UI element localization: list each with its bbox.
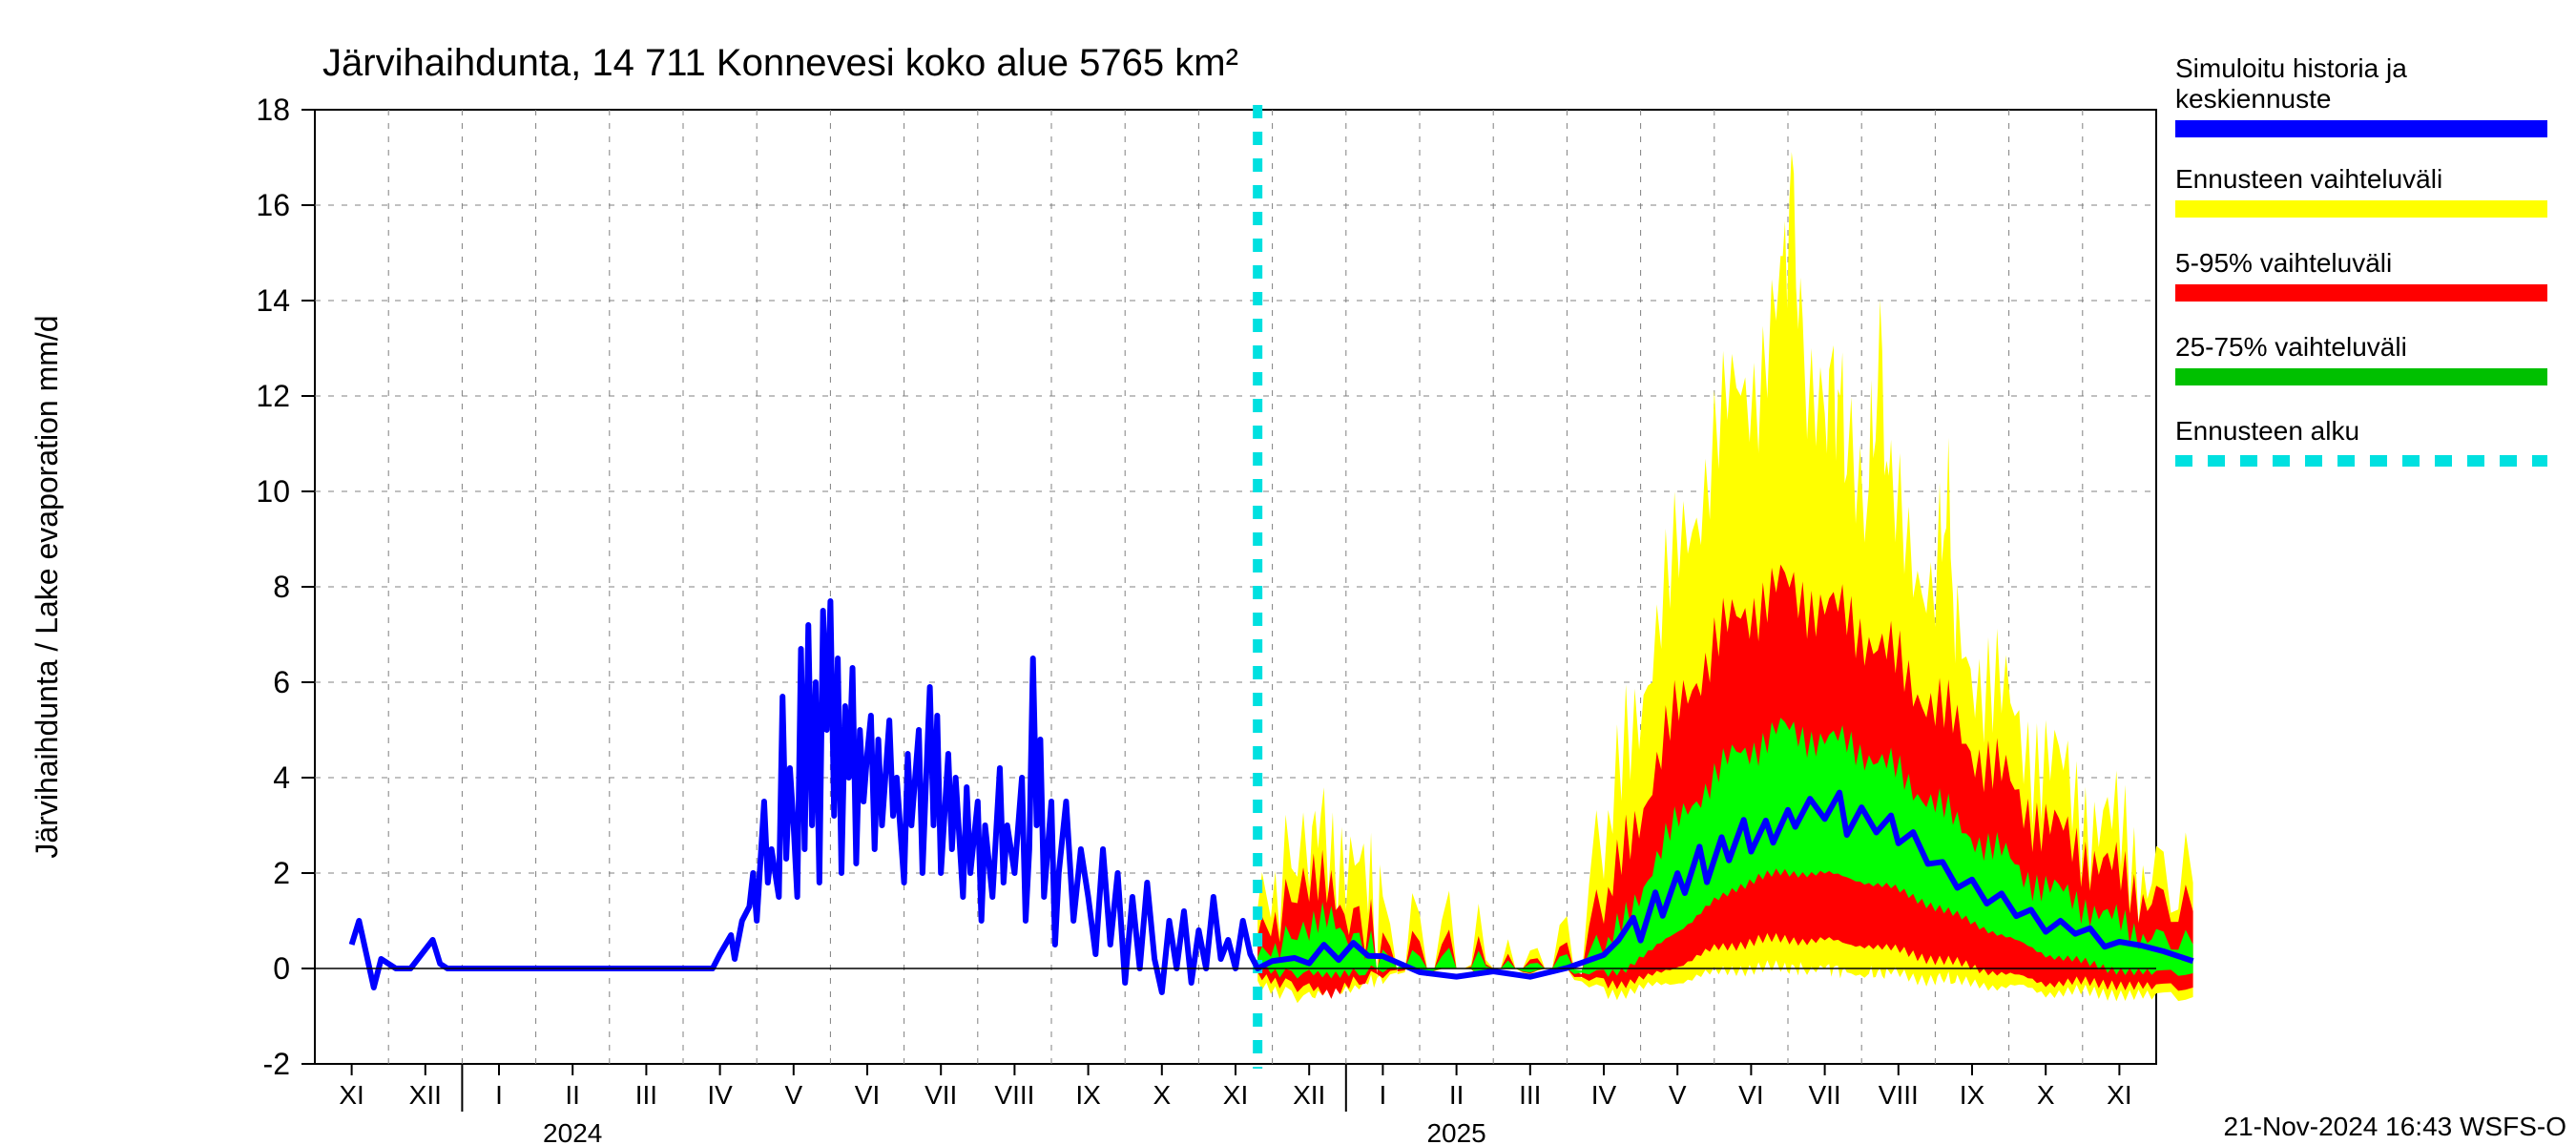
x-month-label: VIII: [994, 1080, 1034, 1110]
legend-label: Simuloitu historia ja: [2175, 53, 2407, 83]
ytick-label: 18: [256, 93, 290, 127]
y-axis-label: Järvihaihdunta / Lake evaporation mm/d: [30, 315, 64, 858]
x-month-label: I: [1380, 1080, 1387, 1110]
x-month-label: VI: [855, 1080, 880, 1110]
ytick-label: 14: [256, 283, 290, 318]
x-month-label: XII: [409, 1080, 442, 1110]
x-month-label: IV: [1591, 1080, 1617, 1110]
x-month-label: XII: [1293, 1080, 1325, 1110]
ytick-label: 12: [256, 379, 290, 413]
x-month-label: VII: [1808, 1080, 1840, 1110]
x-month-label: VIII: [1879, 1080, 1919, 1110]
x-month-label: IV: [707, 1080, 733, 1110]
chart-title: Järvihaihdunta, 14 711 Konnevesi koko al…: [322, 42, 1238, 84]
ytick-label: -2: [263, 1047, 290, 1081]
x-month-label: X: [2037, 1080, 2055, 1110]
x-year-label: 2024: [543, 1118, 602, 1145]
ytick-label: 0: [273, 951, 290, 986]
x-month-label: XI: [1223, 1080, 1248, 1110]
x-month-label: IX: [1075, 1080, 1101, 1110]
ytick-label: 8: [273, 570, 290, 604]
x-month-label: XI: [2107, 1080, 2131, 1110]
x-month-label: II: [1449, 1080, 1465, 1110]
x-month-label: V: [784, 1080, 802, 1110]
x-month-label: III: [1519, 1080, 1541, 1110]
ytick-label: 2: [273, 856, 290, 890]
x-year-label: 2025: [1426, 1118, 1485, 1145]
legend-label: Ennusteen alku: [2175, 416, 2359, 446]
chart-svg: -2024681012141618XIXIIIIIIIIIVVVIVIIVIII…: [0, 0, 2576, 1145]
x-month-label: X: [1153, 1080, 1171, 1110]
legend-label: 25-75% vaihteluväli: [2175, 332, 2407, 362]
x-month-label: I: [495, 1080, 503, 1110]
x-month-label: VII: [924, 1080, 957, 1110]
x-month-label: XI: [339, 1080, 364, 1110]
legend-label: Ennusteen vaihteluväli: [2175, 164, 2442, 194]
legend-label: keskiennuste: [2175, 84, 2331, 114]
x-month-label: II: [565, 1080, 580, 1110]
ytick-label: 6: [273, 665, 290, 699]
x-month-label: III: [635, 1080, 657, 1110]
footer-timestamp: 21-Nov-2024 16:43 WSFS-O: [2224, 1112, 2567, 1141]
x-month-label: V: [1669, 1080, 1687, 1110]
legend-label: 5-95% vaihteluväli: [2175, 248, 2392, 278]
ytick-label: 10: [256, 474, 290, 509]
x-month-label: IX: [1960, 1080, 1985, 1110]
ytick-label: 16: [256, 188, 290, 222]
x-month-label: VI: [1738, 1080, 1763, 1110]
ytick-label: 4: [273, 760, 290, 795]
